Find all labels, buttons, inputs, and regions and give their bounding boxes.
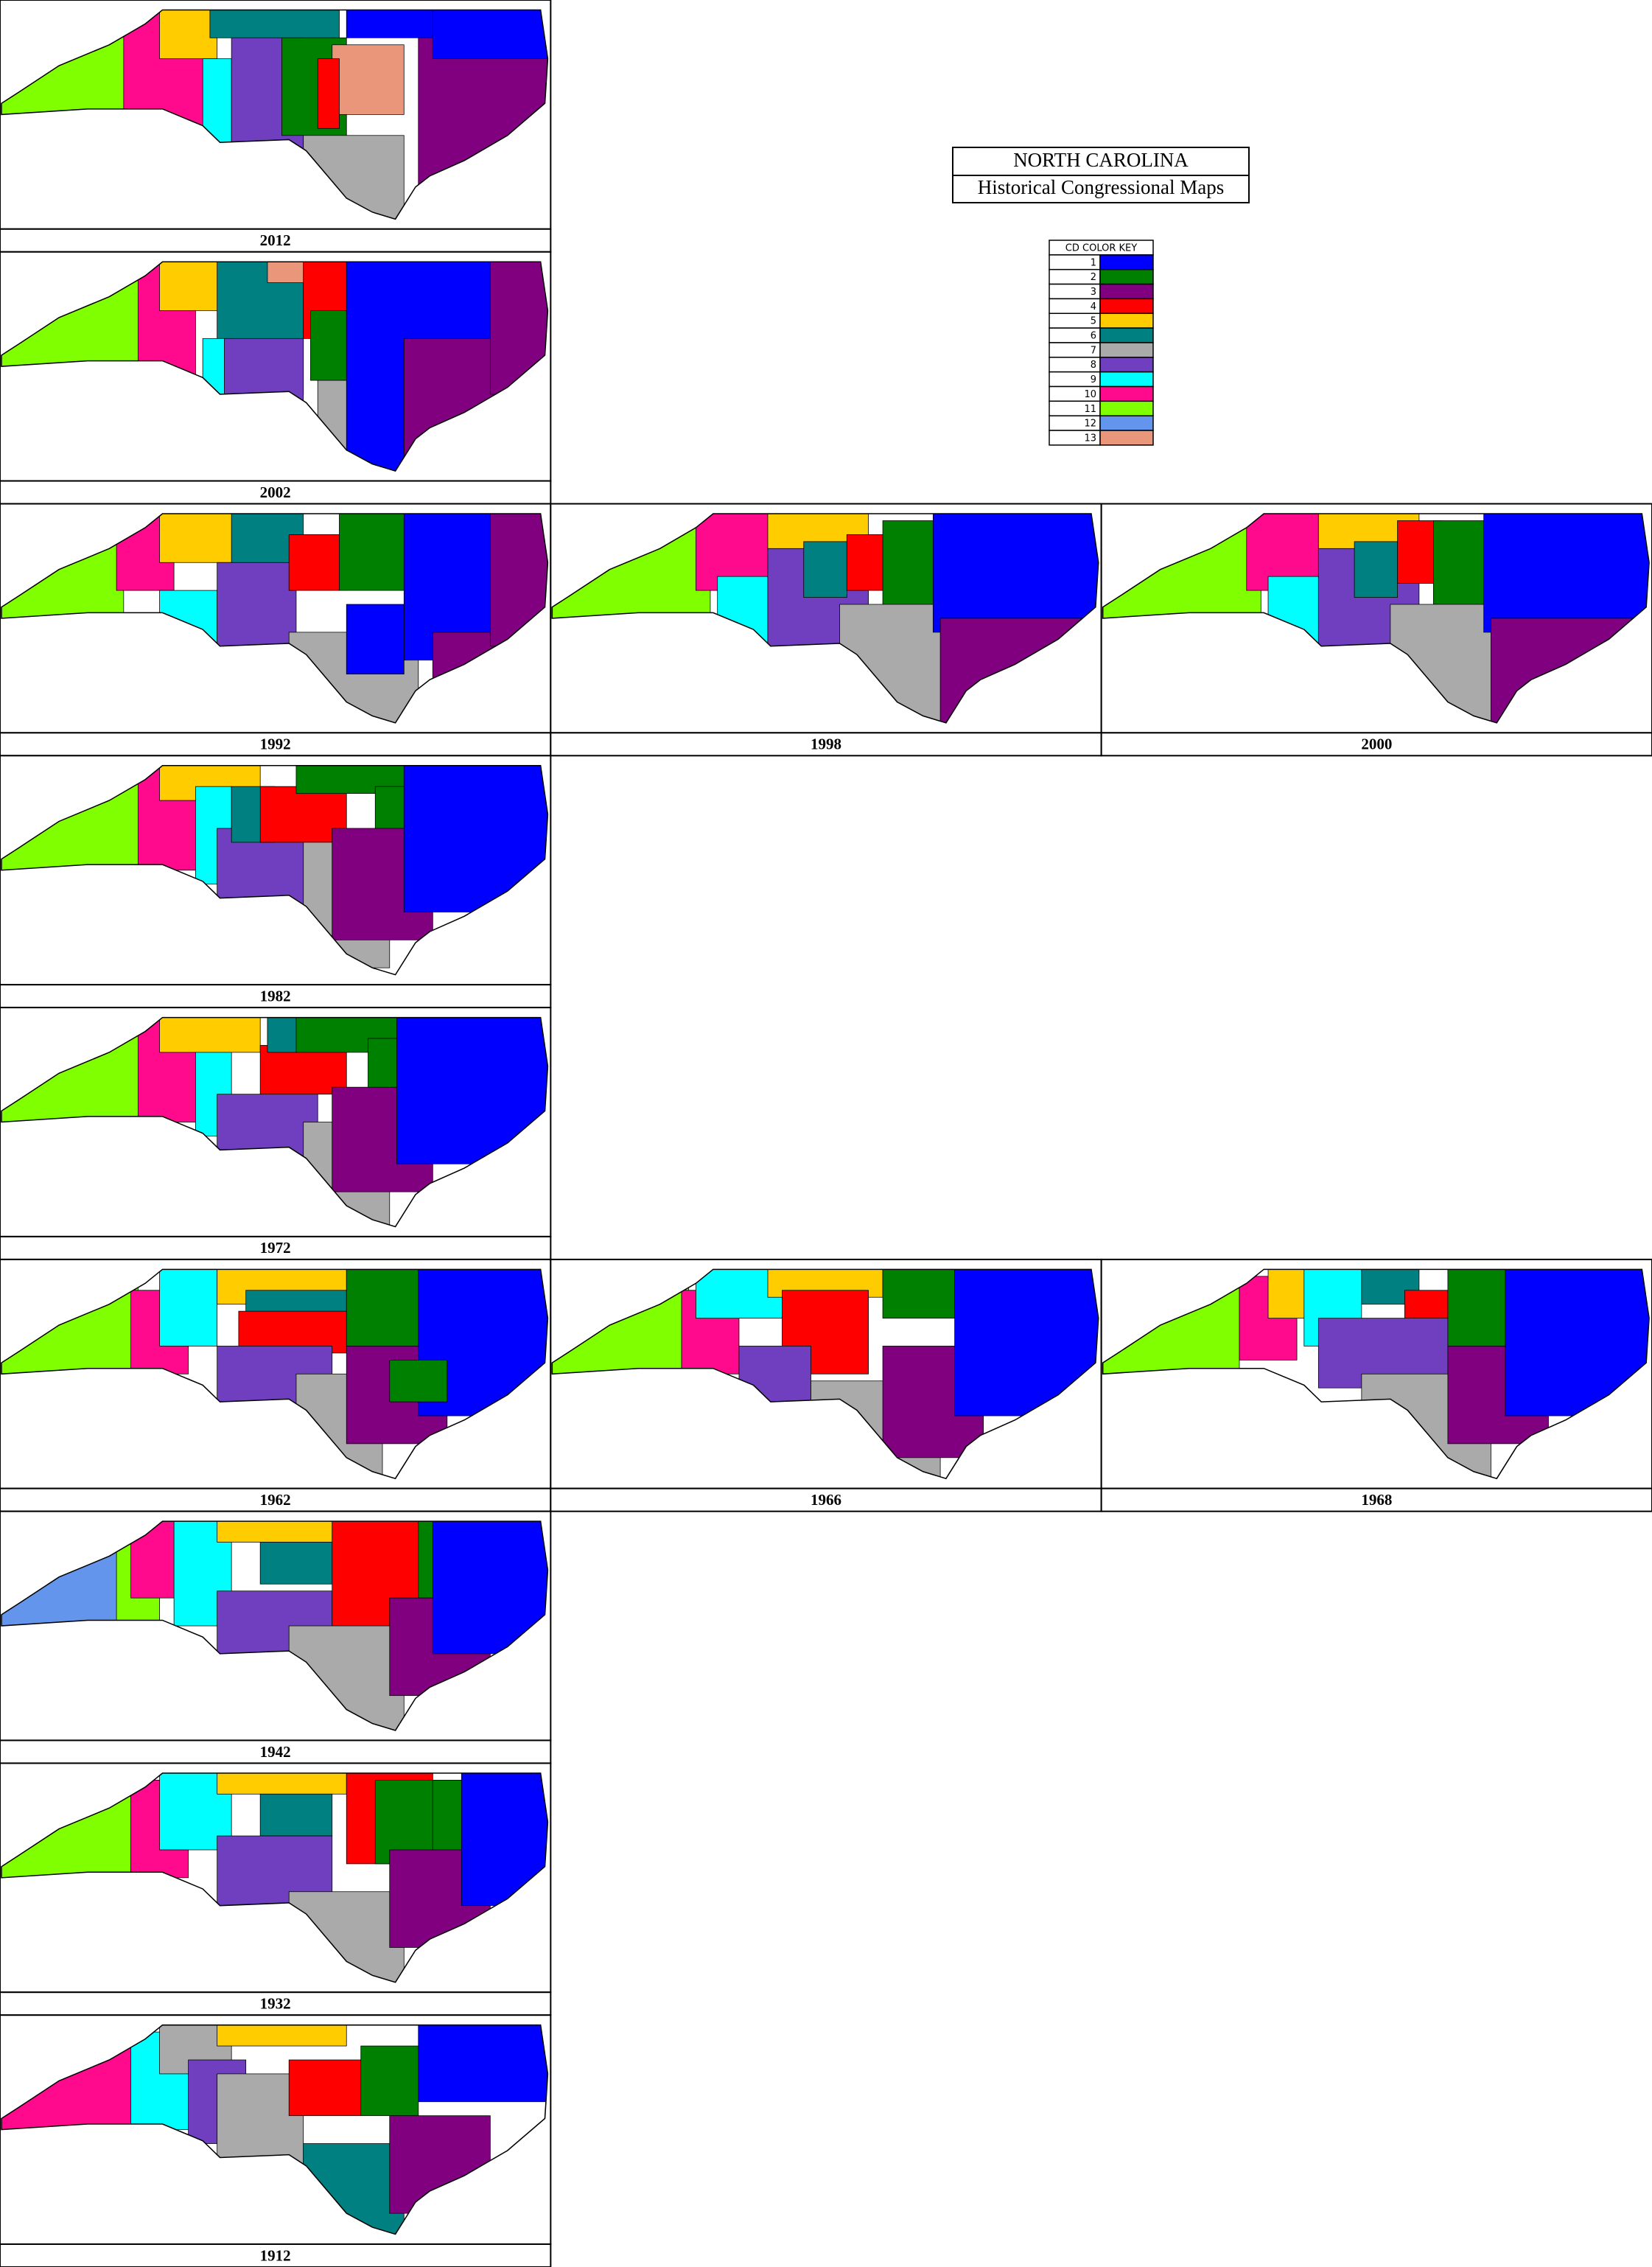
key-number: 12 [1084, 419, 1096, 430]
state-outline [1, 1016, 549, 1228]
year-box [1100, 1487, 1652, 1512]
key-number: 8 [1091, 360, 1096, 371]
district [1354, 541, 1399, 598]
key-swatch [1099, 283, 1154, 300]
title: NORTH CAROLINA [1013, 149, 1189, 171]
year-box [0, 2243, 552, 2267]
state-outline [1, 2024, 549, 2235]
key-number: 13 [1084, 433, 1096, 444]
year-label: 1912 [260, 2246, 291, 2264]
state-outline [1, 1268, 549, 1480]
key-number: 9 [1091, 374, 1096, 385]
year-label: 1942 [260, 1743, 291, 1761]
district [882, 520, 941, 605]
year-box [0, 1739, 552, 1764]
key-swatch [1099, 312, 1154, 329]
district [267, 1017, 297, 1053]
state-outline [1102, 513, 1650, 724]
year-label: 2012 [260, 231, 291, 249]
district [159, 1017, 261, 1053]
key-number: 3 [1091, 287, 1096, 298]
district [360, 2045, 419, 2117]
state-outline [1, 1772, 549, 1983]
district [159, 1269, 218, 1346]
key-number: 7 [1091, 345, 1096, 356]
key-swatch [1099, 400, 1154, 416]
year-label: 1972 [260, 1239, 291, 1257]
district [217, 2025, 347, 2047]
year-box [550, 732, 1102, 757]
district [317, 58, 340, 129]
key-number: 5 [1091, 316, 1096, 327]
key-swatch [1099, 430, 1154, 446]
district [932, 514, 1099, 633]
key-swatch [1099, 385, 1154, 402]
state-outline [1, 9, 549, 220]
district [1483, 514, 1650, 633]
districts [1, 1017, 548, 1227]
year-box [0, 1235, 552, 1260]
state-outline [551, 1268, 1099, 1480]
key-number: 1 [1091, 257, 1096, 268]
year-label: 1966 [811, 1491, 841, 1509]
district [209, 10, 340, 38]
district [346, 604, 405, 675]
subtitle: Historical Congressional Maps [978, 176, 1224, 198]
district [418, 2025, 548, 2103]
state-outline [1, 1520, 549, 1731]
district [259, 1045, 347, 1095]
year-label: 1968 [1361, 1491, 1392, 1509]
year-box [1100, 732, 1652, 757]
key-number: 10 [1084, 389, 1096, 400]
year-label: 1998 [811, 736, 841, 753]
year-box [0, 732, 552, 757]
key-number: 6 [1091, 331, 1096, 342]
district [339, 514, 412, 591]
subtitle-box [952, 175, 1250, 203]
year-label: 1962 [260, 1491, 291, 1509]
key-swatch [1099, 357, 1154, 373]
state-outline [1, 261, 549, 472]
key-swatch [1099, 327, 1154, 343]
district [803, 541, 847, 598]
year-box [0, 984, 552, 1009]
state-outline [1102, 1268, 1650, 1480]
year-label: 1932 [260, 1995, 291, 2013]
key-number: 4 [1091, 301, 1096, 312]
state-outline [551, 513, 1099, 724]
district [288, 534, 347, 591]
key-number: 11 [1084, 404, 1096, 415]
district [332, 44, 405, 115]
key-swatch [1099, 415, 1154, 431]
title-box [952, 147, 1250, 176]
year-label: 1992 [260, 736, 291, 753]
key-swatch [1099, 268, 1154, 285]
key-swatch [1099, 371, 1154, 388]
district [159, 10, 218, 60]
key-swatch [1099, 342, 1154, 358]
state-map [1, 1016, 549, 1228]
key-number: 2 [1091, 272, 1096, 283]
year-label: 2000 [1361, 736, 1392, 753]
district [882, 1269, 956, 1318]
district [259, 1542, 333, 1585]
district [432, 10, 548, 60]
key-title: CD COLOR KEY [1065, 242, 1137, 254]
district [1433, 520, 1491, 605]
year-label: 2002 [260, 483, 291, 501]
district [217, 562, 297, 647]
key-swatch [1099, 254, 1154, 270]
district [389, 1359, 448, 1403]
year-label: 1982 [260, 987, 291, 1005]
district [288, 2059, 362, 2117]
state-outline [1, 765, 549, 976]
state-outline [1, 513, 549, 724]
key-swatch [1099, 298, 1154, 314]
district [259, 1793, 333, 1837]
district [346, 1269, 419, 1346]
